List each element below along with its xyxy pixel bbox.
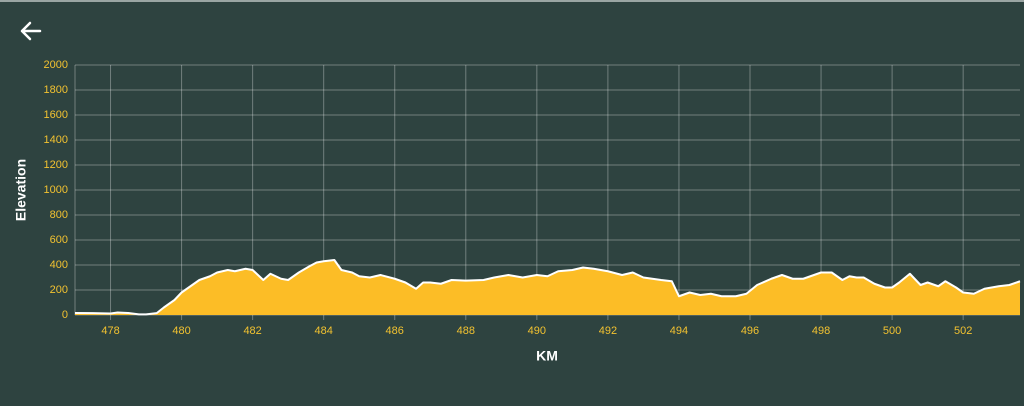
y-tick-label: 0 [62, 309, 68, 321]
x-tick-label: 484 [315, 325, 333, 337]
back-arrow[interactable] [20, 21, 42, 41]
x-tick-label: 492 [599, 325, 617, 337]
x-tick-label: 482 [243, 325, 261, 337]
y-tick-label: 400 [50, 259, 68, 271]
x-axis-title: KM [536, 348, 558, 364]
y-tick-label: 1600 [44, 109, 68, 121]
y-tick-label: 1000 [44, 184, 68, 196]
y-tick-label: 600 [50, 234, 68, 246]
y-tick-label: 1800 [44, 84, 68, 96]
x-tick-label: 496 [741, 325, 759, 337]
back-button[interactable] [20, 21, 42, 41]
x-tick-label: 490 [528, 325, 546, 337]
elevation-line [74, 259, 1021, 316]
y-tick-label: 1400 [44, 134, 68, 146]
y-tick-label: 800 [50, 209, 68, 221]
y-axis-title: Elevation [13, 159, 29, 221]
x-tick-label: 502 [954, 325, 972, 337]
elevation-area [75, 260, 1020, 315]
x-tick-label: 488 [457, 325, 475, 337]
x-tick-label: 498 [812, 325, 830, 337]
x-tick-label: 478 [101, 325, 119, 337]
y-tick-label: 200 [50, 284, 68, 296]
y-tick-label: 2000 [44, 59, 68, 71]
y-tick-label: 1200 [44, 159, 68, 171]
x-tick-label: 500 [883, 325, 901, 337]
x-tick-label: 486 [386, 325, 404, 337]
x-tick-label: 494 [670, 325, 688, 337]
x-tick-label: 480 [172, 325, 190, 337]
top-border [0, 0, 1024, 2]
